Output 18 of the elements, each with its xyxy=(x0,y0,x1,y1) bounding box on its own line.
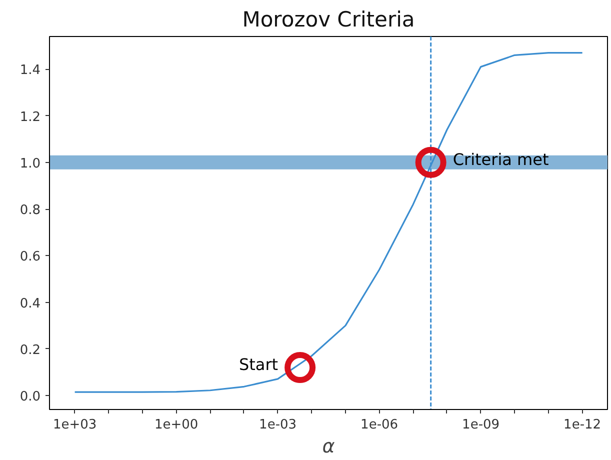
y-tick-label: 0.4 xyxy=(20,296,41,312)
y-tick-label: 0.2 xyxy=(20,342,41,358)
y-tick-label: 1.0 xyxy=(20,156,41,172)
x-tick-label: 1e+03 xyxy=(52,418,97,432)
x-axis-title: α xyxy=(322,436,336,458)
x-tick-label: 1e-09 xyxy=(462,418,500,432)
y-tick-label: 0.8 xyxy=(20,203,41,218)
x-tick-label: 1e+00 xyxy=(154,418,198,432)
y-tick-label: 1.4 xyxy=(20,63,41,78)
annotation: Criteria met xyxy=(452,150,549,169)
x-tick-label: 1e-12 xyxy=(564,418,602,432)
chart-title: Morozov Criteria xyxy=(242,8,415,32)
y-tick-label: 0.6 xyxy=(20,250,41,265)
x-tick-label: 1e-03 xyxy=(259,418,297,432)
y-tick-label: 0.0 xyxy=(20,390,41,405)
y-tick-label: 1.2 xyxy=(20,110,41,125)
annotation: Start xyxy=(238,355,278,374)
x-tick-label: 1e-06 xyxy=(360,418,398,432)
